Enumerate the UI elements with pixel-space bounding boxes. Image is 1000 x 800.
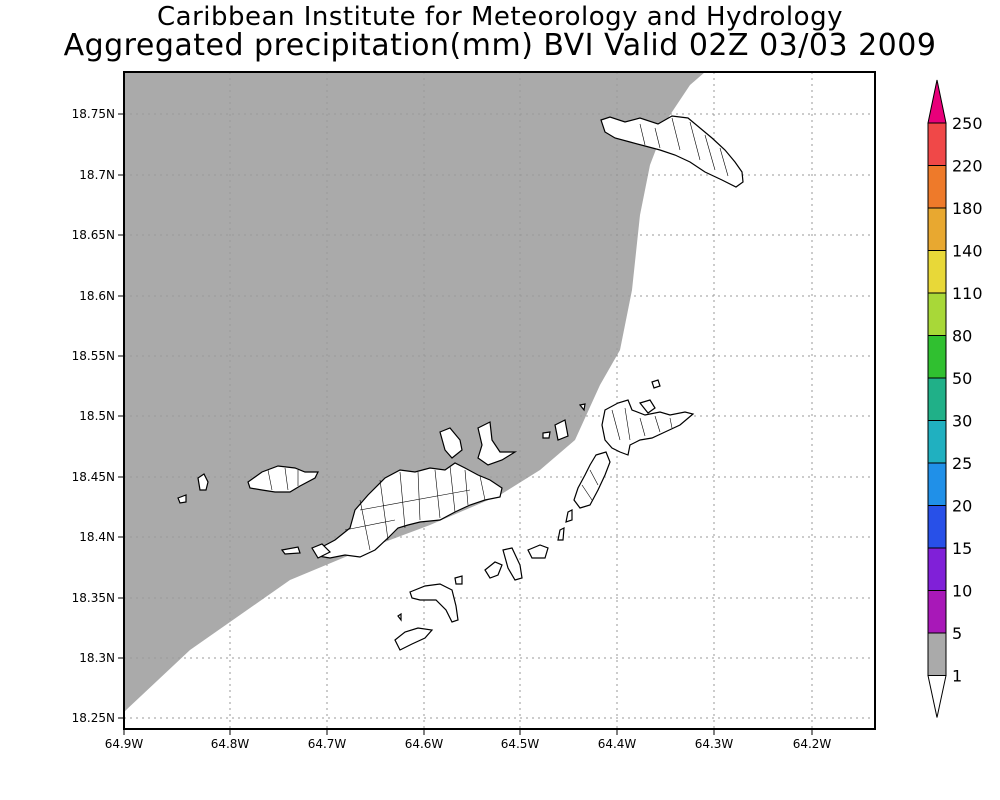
lat-label: 18.3N [79, 651, 115, 665]
colorbar-label: 5 [952, 624, 962, 643]
lon-label: 64.9W [105, 737, 144, 751]
lon-label: 64.8W [211, 737, 250, 751]
lon-label: 64.3W [695, 737, 734, 751]
colorbar-label: 15 [952, 539, 972, 558]
map-frame [123, 71, 876, 730]
colorbar-segment [927, 462, 947, 506]
islands [177, 115, 744, 651]
map-grid [124, 72, 875, 729]
colorbar-segment [927, 632, 947, 676]
colorbar-segment [927, 79, 947, 124]
chart-title-line-2: Aggregated precipitation(mm) BVI Valid 0… [63, 28, 937, 63]
lat-label: 18.25N [72, 711, 115, 725]
colorbar [927, 79, 947, 718]
island-norman [409, 583, 459, 623]
island-anegada [600, 115, 744, 188]
colorbar-label: 110 [952, 284, 983, 303]
island-peter [394, 627, 434, 651]
colorbar-label: 30 [952, 412, 972, 431]
colorbar-segment [927, 335, 947, 379]
lat-label: 18.6N [79, 289, 115, 303]
colorbar-segment [927, 250, 947, 294]
latitude-labels: 18.75N 18.7N 18.65N 18.6N 18.55N 18.5N 18.45N 1… [72, 107, 124, 725]
lon-label: 64.5W [501, 737, 540, 751]
longitude-labels: 64.9W 64.8W 64.7W 64.6W 64.5W 64.4W 64.3W 64.2W [105, 729, 832, 751]
colorbar-label: 250 [952, 114, 983, 133]
lat-label: 18.35N [72, 591, 115, 605]
island-jost-van-dyke [247, 465, 319, 493]
precip-shaded-region [124, 72, 705, 712]
colorbar-segment [927, 547, 947, 591]
lat-label: 18.4N [79, 530, 115, 544]
colorbar-label: 25 [952, 454, 972, 473]
colorbar-segment [927, 165, 947, 209]
colorbar-labels: 250 220 180 140 110 80 50 30 25 20 15 10 5 1 [952, 114, 983, 686]
colorbar-label: 180 [952, 199, 983, 218]
lat-label: 18.7N [79, 168, 115, 182]
colorbar-label: 220 [952, 157, 983, 176]
colorbar-label: 80 [952, 327, 972, 346]
colorbar-label: 10 [952, 582, 972, 601]
lat-label: 18.45N [72, 470, 115, 484]
lon-label: 64.7W [308, 737, 347, 751]
lon-label: 64.2W [793, 737, 832, 751]
lon-label: 64.4W [598, 737, 637, 751]
colorbar-label: 20 [952, 497, 972, 516]
colorbar-segment [927, 122, 947, 166]
colorbar-segment [927, 675, 947, 718]
colorbar-segment [927, 377, 947, 421]
lat-label: 18.5N [79, 409, 115, 423]
lat-label: 18.55N [72, 349, 115, 363]
colorbar-segment [927, 207, 947, 251]
colorbar-segment [927, 292, 947, 336]
chart-title-line-1: Caribbean Institute for Meteorology and … [157, 2, 843, 32]
colorbar-label: 1 [952, 667, 962, 686]
island-tortola [317, 462, 503, 559]
lat-label: 18.65N [72, 228, 115, 242]
island-virgin-gorda-south [573, 451, 611, 509]
colorbar-segment [927, 505, 947, 549]
colorbar-label: 50 [952, 369, 972, 388]
island-virgin-gorda [601, 399, 695, 456]
colorbar-segment [927, 420, 947, 464]
lat-label: 18.75N [72, 107, 115, 121]
colorbar-segment [927, 590, 947, 634]
lon-label: 64.6W [405, 737, 444, 751]
colorbar-label: 140 [952, 242, 983, 261]
